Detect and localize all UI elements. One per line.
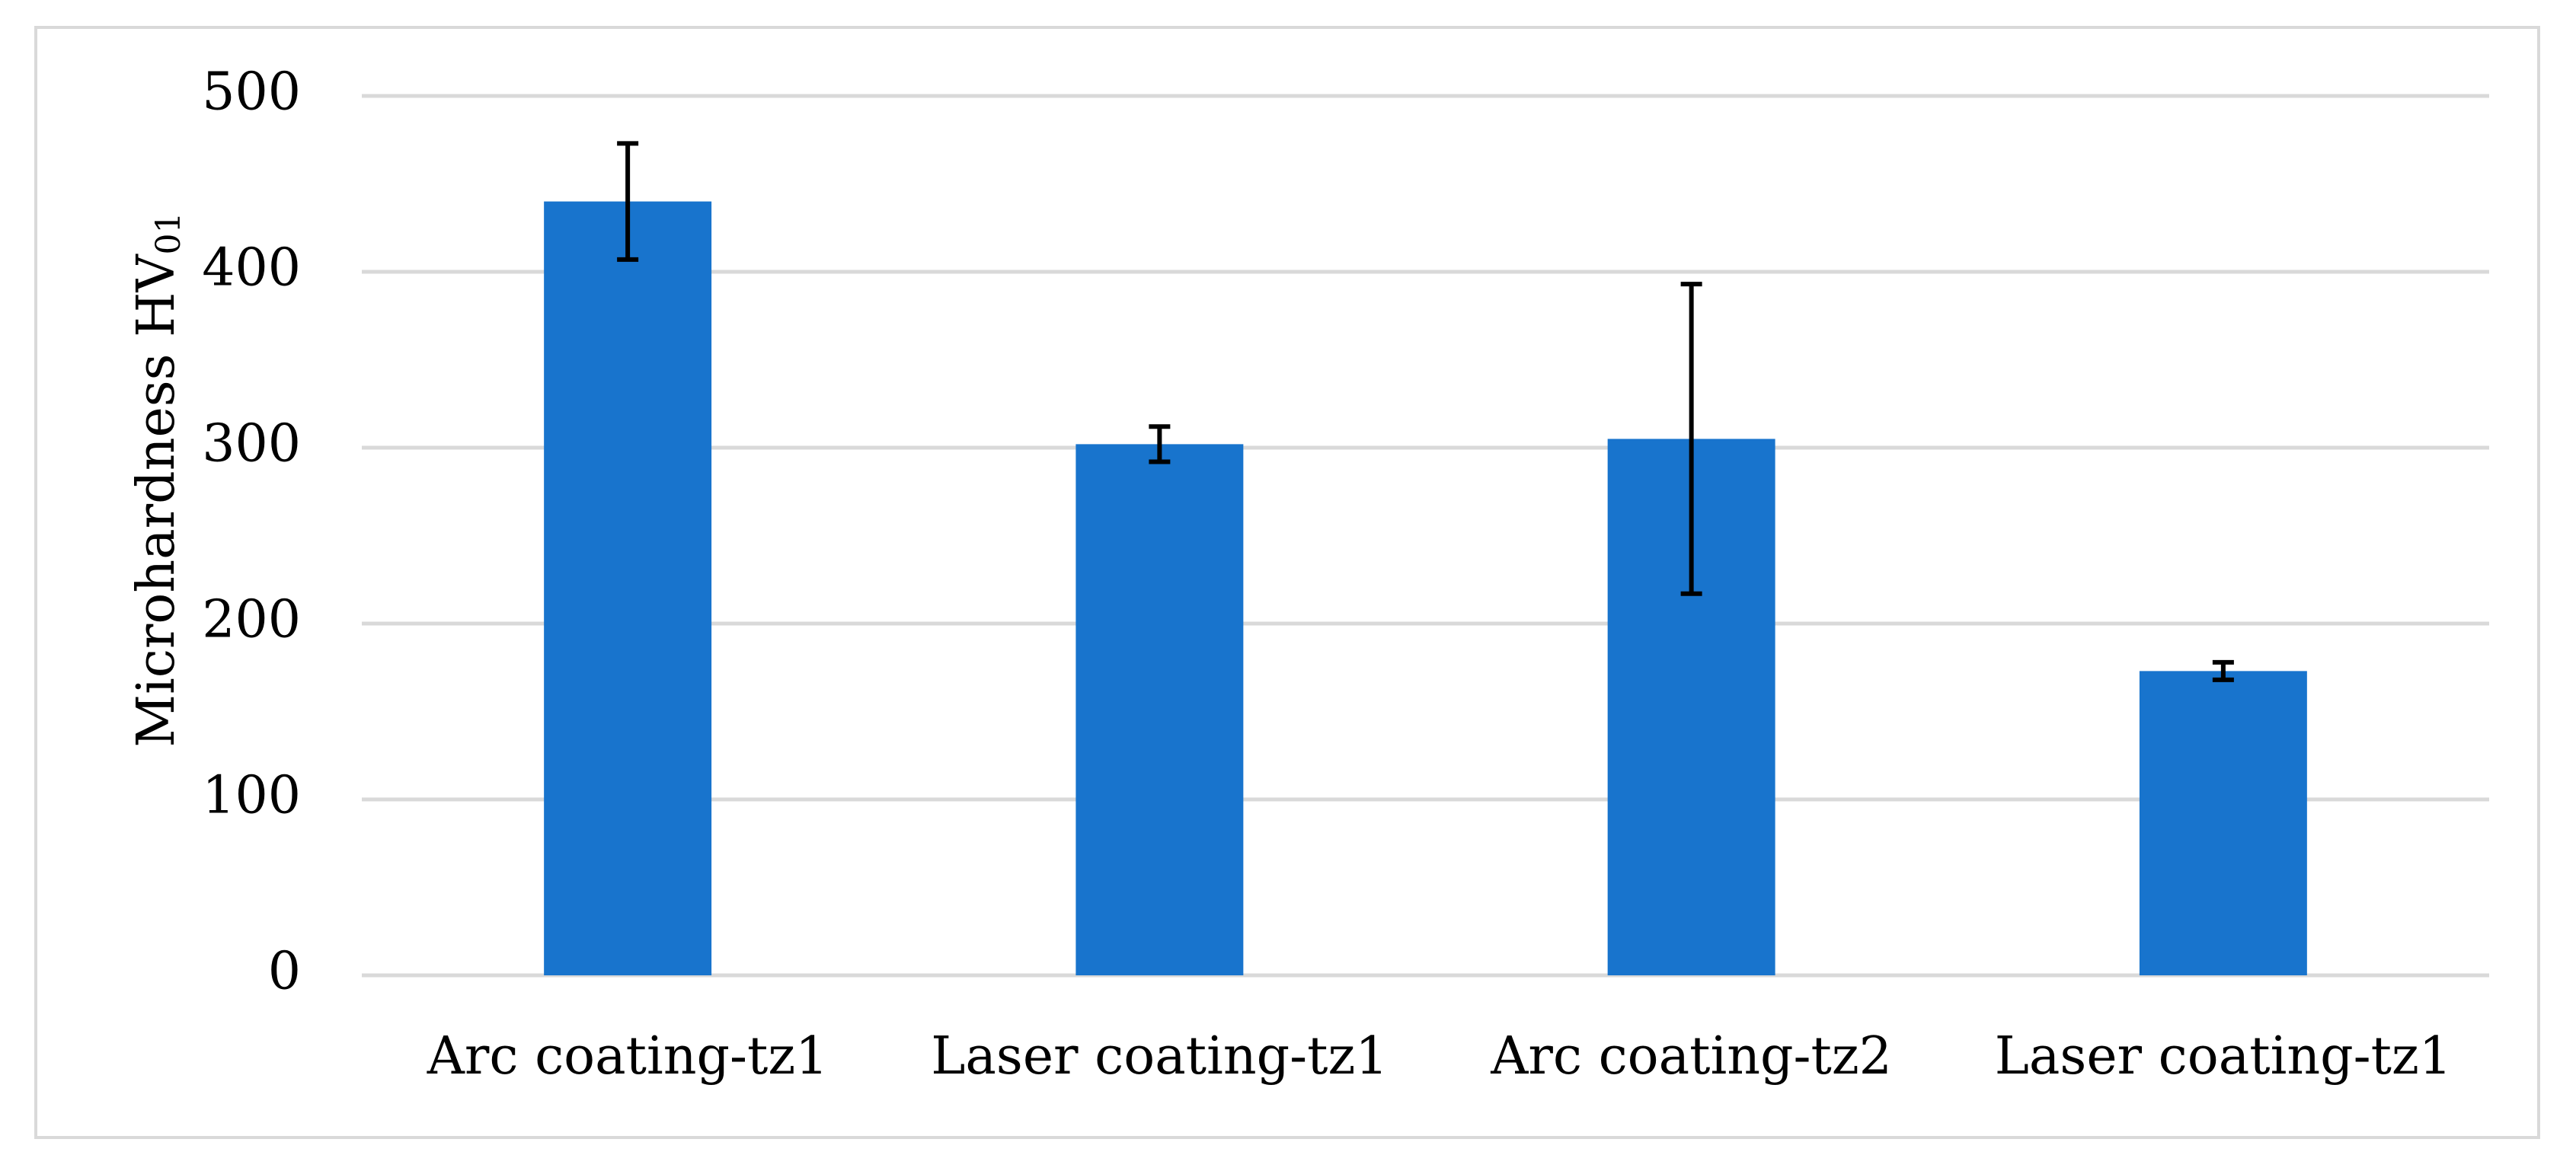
error-bar-4 bbox=[2212, 659, 2234, 682]
error-bar-3 bbox=[1680, 282, 1702, 596]
bar-4 bbox=[2139, 671, 2307, 975]
x-category-label: Arc coating-tz1 bbox=[427, 1026, 829, 1086]
error-bars bbox=[617, 141, 2234, 682]
y-tick-label: 200 bbox=[202, 590, 301, 650]
x-axis-categories: Arc coating-tz1 Laser coating-tz1 Arc coat… bbox=[427, 1026, 2452, 1086]
gridlines bbox=[362, 94, 2489, 978]
chart-frame bbox=[34, 26, 2540, 1139]
y-tick-label: 500 bbox=[202, 62, 301, 123]
bar-2 bbox=[1075, 444, 1244, 975]
y-axis-title: Microhardness HV01 bbox=[126, 212, 188, 747]
y-tick-label: 400 bbox=[202, 238, 301, 298]
error-bar-1 bbox=[617, 141, 639, 262]
y-tick-label: 100 bbox=[202, 766, 301, 826]
bars bbox=[544, 201, 2307, 976]
error-bar-2 bbox=[1149, 424, 1171, 464]
x-category-label: Arc coating-tz2 bbox=[1490, 1026, 1892, 1086]
x-category-label: Laser coating-tz1 bbox=[931, 1026, 1388, 1086]
y-tick-label: 300 bbox=[202, 414, 301, 474]
y-axis-ticks: 0 100 200 300 400 500 bbox=[202, 62, 301, 1002]
x-category-label: Laser coating-tz1 bbox=[1995, 1026, 2452, 1086]
bar-1 bbox=[544, 201, 712, 976]
y-tick-label: 0 bbox=[268, 942, 301, 1002]
y-axis-title-subscript: 01 bbox=[149, 212, 188, 254]
y-axis-title-main: Microhardness HV bbox=[126, 254, 187, 748]
